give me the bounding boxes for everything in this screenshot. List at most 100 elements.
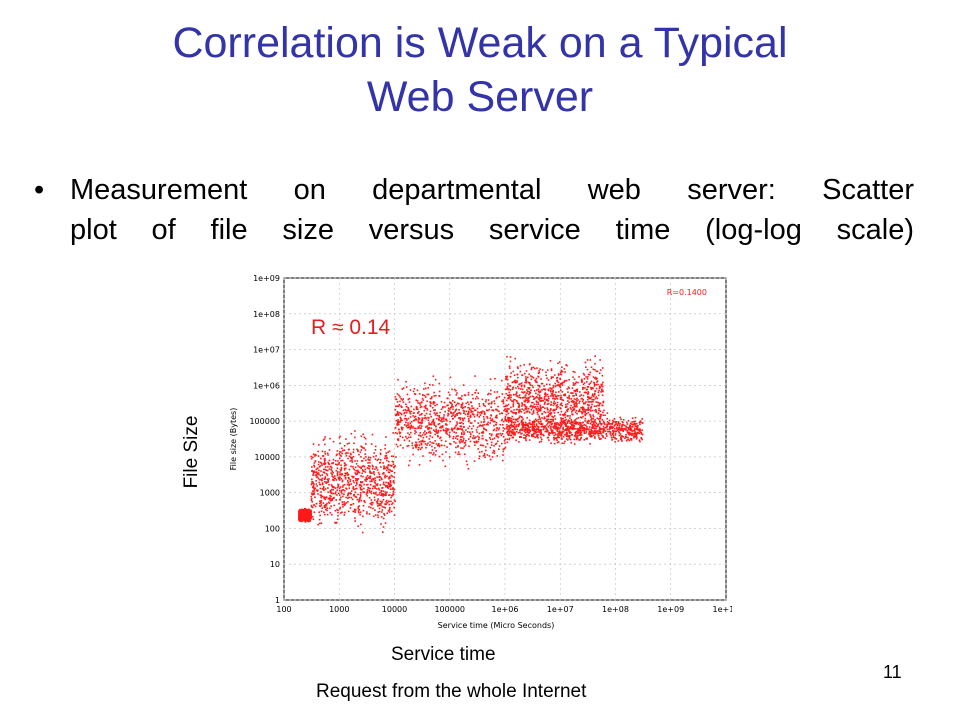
- data-point: [491, 401, 493, 403]
- data-point: [349, 504, 352, 506]
- data-point: [518, 410, 520, 413]
- data-point: [343, 468, 346, 471]
- data-point: [576, 397, 578, 400]
- data-point: [565, 424, 568, 427]
- data-point: [398, 431, 401, 433]
- data-point: [322, 502, 325, 504]
- x-tick-label: 1000: [329, 605, 349, 614]
- data-point: [477, 435, 479, 438]
- data-point: [484, 400, 487, 403]
- data-point: [555, 405, 558, 407]
- data-point: [615, 430, 618, 433]
- data-point: [537, 388, 540, 391]
- data-point: [581, 397, 583, 400]
- data-point: [563, 419, 565, 422]
- data-point: [354, 510, 356, 512]
- data-point: [472, 397, 474, 400]
- data-point: [602, 428, 604, 430]
- data-point: [420, 405, 423, 408]
- data-point: [559, 407, 561, 409]
- data-point: [333, 486, 335, 488]
- data-point: [551, 432, 554, 435]
- data-point: [310, 483, 313, 486]
- data-point: [639, 421, 642, 423]
- data-point: [539, 418, 542, 420]
- data-point: [381, 494, 383, 496]
- data-point: [381, 502, 383, 504]
- data-point: [310, 497, 313, 500]
- data-point: [507, 397, 509, 400]
- data-point: [336, 486, 339, 489]
- data-point: [323, 460, 326, 462]
- data-point: [554, 425, 557, 428]
- data-point: [299, 510, 301, 512]
- data-point: [506, 394, 509, 397]
- data-point: [435, 417, 438, 420]
- data-point: [367, 462, 369, 464]
- data-point: [535, 403, 538, 406]
- data-point: [483, 418, 485, 420]
- data-point: [555, 395, 558, 397]
- data-point: [347, 473, 350, 476]
- data-point: [443, 416, 445, 418]
- data-point: [354, 488, 357, 490]
- data-point: [355, 479, 357, 482]
- data-point: [405, 411, 408, 414]
- data-point: [523, 437, 525, 439]
- data-point: [339, 498, 342, 501]
- data-point: [503, 447, 506, 450]
- data-point: [534, 436, 536, 439]
- data-point: [341, 501, 344, 503]
- data-point: [321, 487, 324, 490]
- data-point: [396, 401, 399, 403]
- data-point: [445, 418, 448, 420]
- data-point: [573, 403, 575, 405]
- data-point: [345, 438, 347, 440]
- data-point: [319, 505, 321, 507]
- data-point: [455, 389, 457, 392]
- data-point: [505, 408, 507, 410]
- data-point: [520, 411, 523, 413]
- data-point: [570, 419, 573, 421]
- data-point: [323, 438, 326, 440]
- data-point: [514, 357, 517, 360]
- data-point: [600, 437, 602, 440]
- data-point: [343, 504, 346, 506]
- data-point: [534, 426, 537, 428]
- data-point: [429, 435, 431, 437]
- data-point: [566, 408, 569, 411]
- data-point: [484, 456, 486, 459]
- data-point: [485, 429, 488, 431]
- data-point: [445, 432, 447, 434]
- data-point: [556, 404, 559, 406]
- data-point: [526, 423, 528, 425]
- data-point: [631, 425, 634, 428]
- data-point: [328, 478, 330, 480]
- data-point: [385, 499, 388, 502]
- data-point: [560, 437, 563, 440]
- data-point: [604, 414, 606, 417]
- data-point: [423, 430, 426, 432]
- data-point: [545, 371, 547, 374]
- data-point: [553, 374, 556, 376]
- data-point: [433, 409, 435, 412]
- data-point: [380, 466, 382, 468]
- data-point: [589, 435, 591, 437]
- data-point: [573, 443, 576, 445]
- data-point: [342, 505, 344, 508]
- data-point: [385, 454, 387, 457]
- data-point: [588, 404, 590, 407]
- data-point: [352, 448, 355, 451]
- data-point: [528, 388, 530, 390]
- data-point: [589, 409, 591, 411]
- data-point: [449, 401, 451, 403]
- data-point: [578, 434, 581, 436]
- data-point: [526, 401, 529, 404]
- data-point: [524, 431, 527, 434]
- data-point: [469, 401, 472, 403]
- data-point: [311, 486, 314, 489]
- data-point: [328, 501, 330, 504]
- data-point: [527, 399, 530, 402]
- data-point: [634, 420, 637, 423]
- data-point: [560, 419, 563, 422]
